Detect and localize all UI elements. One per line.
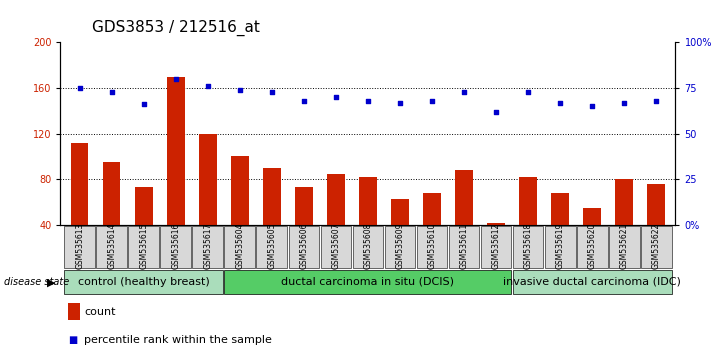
Point [106, 89, 117, 95]
Text: disease state: disease state [4, 278, 69, 287]
Bar [263, 168, 281, 270]
Point [74, 85, 85, 91]
Bar [616, 179, 633, 270]
Text: ▶: ▶ [47, 278, 55, 287]
Text: GSM535609: GSM535609 [395, 223, 405, 269]
Bar [455, 170, 473, 270]
Bar [199, 133, 217, 270]
Text: invasive ductal carcinoma (IDC): invasive ductal carcinoma (IDC) [503, 277, 681, 287]
Text: ductal carcinoma in situ (DCIS): ductal carcinoma in situ (DCIS) [282, 277, 454, 287]
Bar [648, 184, 665, 270]
FancyBboxPatch shape [641, 226, 672, 268]
FancyBboxPatch shape [257, 226, 287, 268]
Point [491, 109, 502, 115]
Point [651, 98, 662, 104]
Point [202, 84, 213, 89]
Point [395, 100, 406, 105]
Point [427, 98, 438, 104]
Text: percentile rank within the sample: percentile rank within the sample [84, 335, 272, 345]
FancyBboxPatch shape [545, 226, 575, 268]
Text: GSM535607: GSM535607 [331, 223, 341, 269]
Point [266, 89, 277, 95]
Point [138, 102, 149, 107]
FancyBboxPatch shape [225, 270, 511, 294]
Bar [103, 162, 120, 270]
FancyBboxPatch shape [96, 226, 127, 268]
Text: GSM535611: GSM535611 [459, 223, 469, 269]
FancyBboxPatch shape [417, 226, 447, 268]
Bar [423, 193, 441, 270]
FancyBboxPatch shape [513, 270, 672, 294]
Point [555, 100, 566, 105]
FancyBboxPatch shape [64, 270, 223, 294]
Bar [519, 177, 537, 270]
FancyBboxPatch shape [64, 226, 95, 268]
Text: control (healthy breast): control (healthy breast) [77, 277, 210, 287]
Bar [71, 143, 88, 270]
Text: GSM535604: GSM535604 [235, 223, 245, 269]
FancyBboxPatch shape [353, 226, 383, 268]
Text: GSM535620: GSM535620 [588, 223, 597, 269]
Text: GSM535608: GSM535608 [363, 223, 373, 269]
Text: GSM535622: GSM535622 [652, 223, 661, 269]
FancyBboxPatch shape [577, 226, 607, 268]
Text: GSM535614: GSM535614 [107, 223, 116, 269]
FancyBboxPatch shape [385, 226, 415, 268]
Text: GSM535615: GSM535615 [139, 223, 148, 269]
Text: GSM535613: GSM535613 [75, 223, 84, 269]
FancyBboxPatch shape [193, 226, 223, 268]
FancyBboxPatch shape [321, 226, 351, 268]
Text: GSM535621: GSM535621 [620, 223, 629, 269]
Text: ■: ■ [68, 335, 77, 345]
Text: GDS3853 / 212516_at: GDS3853 / 212516_at [92, 19, 260, 36]
FancyBboxPatch shape [161, 226, 191, 268]
Text: GSM535606: GSM535606 [299, 223, 309, 269]
Text: GSM535617: GSM535617 [203, 223, 213, 269]
Text: GSM535610: GSM535610 [427, 223, 437, 269]
FancyBboxPatch shape [129, 226, 159, 268]
Bar [583, 208, 601, 270]
Text: count: count [84, 307, 115, 316]
Point [523, 89, 534, 95]
Bar [359, 177, 377, 270]
Bar [231, 156, 249, 270]
FancyBboxPatch shape [609, 226, 640, 268]
Point [459, 89, 470, 95]
Point [330, 94, 341, 100]
Bar [487, 223, 505, 270]
Point [362, 98, 373, 104]
FancyBboxPatch shape [289, 226, 319, 268]
Text: GSM535618: GSM535618 [523, 223, 533, 269]
Bar [167, 77, 185, 270]
FancyBboxPatch shape [225, 226, 255, 268]
Text: GSM535616: GSM535616 [171, 223, 181, 269]
Bar [327, 173, 345, 270]
Bar [295, 187, 313, 270]
Point [619, 100, 630, 105]
Text: GSM535605: GSM535605 [267, 223, 277, 269]
Point [298, 98, 309, 104]
FancyBboxPatch shape [481, 226, 511, 268]
Text: GSM535612: GSM535612 [491, 223, 501, 269]
FancyBboxPatch shape [513, 226, 543, 268]
Bar [391, 199, 409, 270]
Bar [135, 187, 153, 270]
Point [234, 87, 245, 93]
Point [170, 76, 181, 82]
Text: GSM535619: GSM535619 [555, 223, 565, 269]
Bar [551, 193, 569, 270]
FancyBboxPatch shape [449, 226, 479, 268]
Point [587, 103, 598, 109]
